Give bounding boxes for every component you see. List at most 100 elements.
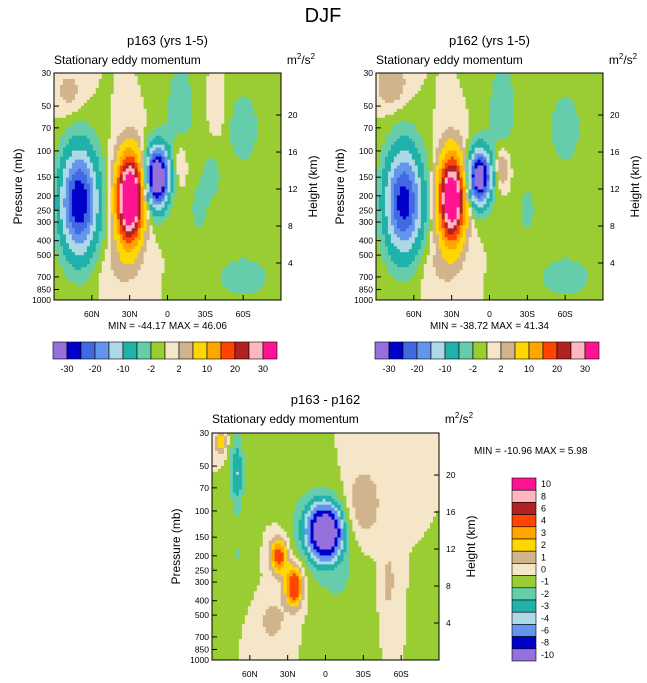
field-cell <box>173 261 177 265</box>
field-cell <box>98 129 103 134</box>
field-cell <box>251 240 255 244</box>
field-cell <box>71 201 76 205</box>
field-cell <box>146 135 150 140</box>
field-cell <box>245 171 249 175</box>
field-cell <box>176 222 180 226</box>
field-cell <box>149 231 153 235</box>
field-cell <box>95 264 100 268</box>
field-cell <box>134 174 138 178</box>
field-cell <box>275 195 279 199</box>
field-cell <box>54 171 58 175</box>
field-cell <box>83 207 88 211</box>
field-cell <box>140 117 144 122</box>
field-cell <box>137 213 141 217</box>
field-cell <box>83 111 88 116</box>
field-cell <box>218 177 222 181</box>
field-cell <box>83 81 88 86</box>
field-cell <box>263 102 267 107</box>
field-cell <box>149 219 153 223</box>
field-cell <box>140 78 144 83</box>
field-cell <box>98 174 103 178</box>
field-cell <box>95 195 100 199</box>
field-cell <box>242 210 246 214</box>
field-cell <box>275 168 279 172</box>
field-cell <box>137 222 141 226</box>
field-cell <box>185 84 189 89</box>
field-cell <box>155 258 159 262</box>
field-cell <box>101 234 106 238</box>
field-cell <box>239 177 243 181</box>
field-cell <box>224 162 228 166</box>
field-cell <box>173 240 177 244</box>
field-cell <box>98 87 103 92</box>
field-cell <box>251 255 255 259</box>
field-cell <box>158 162 162 166</box>
field-cell <box>158 135 162 140</box>
field-cell <box>173 96 177 101</box>
field-cell <box>263 84 267 89</box>
field-cell <box>110 222 115 226</box>
field-cell <box>95 168 100 172</box>
field-cell <box>113 237 118 241</box>
field-cell <box>185 252 189 256</box>
field-cell <box>233 108 237 113</box>
field-cell <box>65 258 70 262</box>
field-cell <box>197 73 201 77</box>
field-cell <box>251 210 255 214</box>
field-cell <box>74 153 79 157</box>
field-cell <box>143 111 147 116</box>
field-cell <box>188 183 192 187</box>
field-cell <box>101 195 106 199</box>
field-cell <box>125 93 130 98</box>
field-cell <box>149 210 153 214</box>
field-cell <box>71 135 76 140</box>
field-cell <box>242 201 246 205</box>
field-cell <box>122 267 127 271</box>
field-cell <box>62 78 67 83</box>
field-cell <box>179 96 183 101</box>
field-cell <box>122 255 127 259</box>
field-cell <box>110 213 115 217</box>
field-cell <box>272 195 276 199</box>
field-cell <box>92 246 97 250</box>
field-cell <box>260 75 264 80</box>
field-cell <box>221 102 225 107</box>
field-cell <box>272 201 276 205</box>
field-cell <box>62 162 67 166</box>
field-cell <box>80 168 85 172</box>
field-cell <box>224 99 228 104</box>
field-cell <box>107 117 112 122</box>
field-cell <box>161 201 165 205</box>
field-cell <box>230 150 234 154</box>
field-cell <box>170 105 174 110</box>
field-cell <box>260 189 264 193</box>
field-cell <box>203 267 207 271</box>
field-cell <box>221 138 225 143</box>
field-cell <box>161 105 165 110</box>
field-cell <box>188 210 192 214</box>
field-cell <box>275 177 279 181</box>
field-cell <box>80 213 85 217</box>
field-cell <box>161 99 165 104</box>
field-cell <box>197 120 201 125</box>
field-cell <box>221 246 225 250</box>
field-cell <box>119 231 124 235</box>
field-cell <box>251 192 255 196</box>
field-cell <box>110 183 115 187</box>
field-cell <box>203 264 207 268</box>
field-cell <box>65 93 70 98</box>
field-cell <box>143 78 147 83</box>
field-cell <box>167 105 171 110</box>
field-cell <box>203 93 207 98</box>
field-cell <box>230 138 234 143</box>
field-cell <box>263 150 267 154</box>
field-cell <box>119 129 124 134</box>
field-cell <box>236 243 240 247</box>
field-cell <box>62 258 67 262</box>
field-cell <box>179 216 183 220</box>
field-cell <box>203 132 207 137</box>
field-cell <box>182 195 186 199</box>
field-cell <box>65 156 70 160</box>
field-cell <box>140 165 144 169</box>
field-cell <box>56 219 61 223</box>
